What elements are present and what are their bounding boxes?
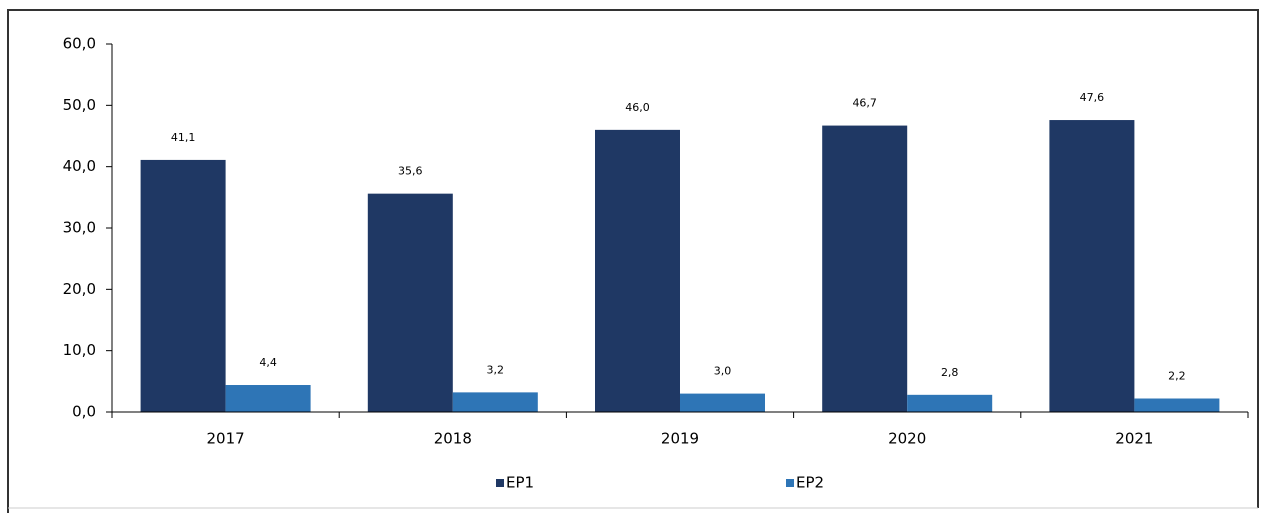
x-tick-label: 2020 [888, 430, 926, 448]
x-tick-label: 2018 [434, 430, 472, 448]
value-label: 3,0 [714, 365, 732, 378]
x-tick-label: 2019 [661, 430, 699, 448]
legend-swatch [786, 479, 794, 487]
bar [140, 159, 226, 412]
bar [595, 129, 680, 412]
y-tick-label: 60,0 [63, 35, 96, 53]
bar [1134, 398, 1220, 412]
y-tick-label: 0,0 [72, 403, 96, 421]
x-tick-label: 2017 [207, 430, 245, 448]
value-label: 47,6 [1080, 91, 1105, 104]
value-label: 2,2 [1168, 370, 1186, 383]
value-label: 35,6 [398, 165, 423, 178]
legend-label: EP2 [796, 474, 824, 492]
value-label: 46,0 [625, 101, 650, 114]
bar [452, 392, 538, 412]
y-tick-label: 50,0 [63, 96, 96, 114]
legend-swatch [496, 479, 504, 487]
y-tick-label: 40,0 [63, 157, 96, 175]
bar [225, 385, 311, 412]
y-tick-label: 10,0 [63, 341, 96, 359]
bar [907, 394, 993, 412]
bar [680, 393, 765, 412]
bar [822, 125, 908, 412]
y-tick-label: 20,0 [63, 280, 96, 298]
value-label: 41,1 [171, 131, 196, 144]
value-label: 46,7 [852, 97, 877, 110]
y-tick-label: 30,0 [63, 219, 96, 237]
value-label: 4,4 [259, 356, 277, 369]
bar [367, 193, 453, 412]
x-tick-label: 2021 [1115, 430, 1153, 448]
bar [1049, 120, 1135, 412]
legend-label: EP1 [506, 474, 534, 492]
frame [7, 9, 1259, 513]
value-label: 3,2 [487, 363, 505, 376]
value-label: 2,8 [941, 366, 959, 379]
